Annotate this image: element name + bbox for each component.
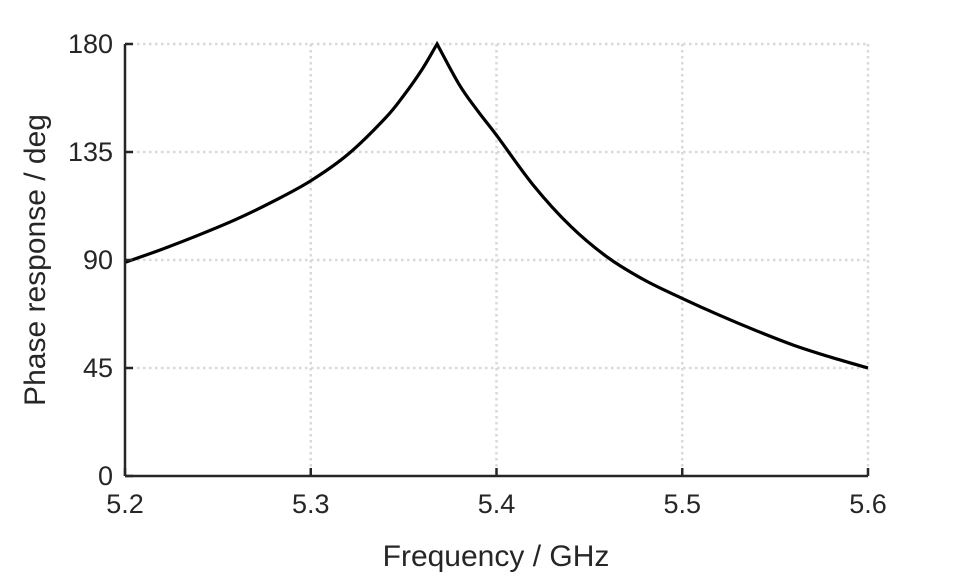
y-tick-label: 135 — [68, 137, 113, 167]
labels-layer: Frequency / GHz Phase response / deg 5.2… — [19, 29, 887, 573]
grid-layer — [125, 42, 870, 476]
x-tick-label: 5.5 — [663, 489, 701, 519]
y-tick-label: 90 — [83, 245, 113, 275]
y-tick-label: 45 — [83, 353, 113, 383]
x-tick-label: 5.6 — [849, 489, 887, 519]
x-tick-label: 5.4 — [478, 489, 516, 519]
x-tick-label: 5.2 — [106, 489, 144, 519]
y-axis-title: Phase response / deg — [19, 114, 52, 406]
y-tick-label: 180 — [68, 29, 113, 59]
series-line-0 — [124, 40, 869, 370]
x-axis-title: Frequency / GHz — [383, 540, 610, 573]
y-tick-label: 0 — [98, 461, 113, 491]
x-tick-label: 5.3 — [292, 489, 330, 519]
axes-layer — [123, 42, 870, 478]
data-layer — [124, 40, 869, 370]
